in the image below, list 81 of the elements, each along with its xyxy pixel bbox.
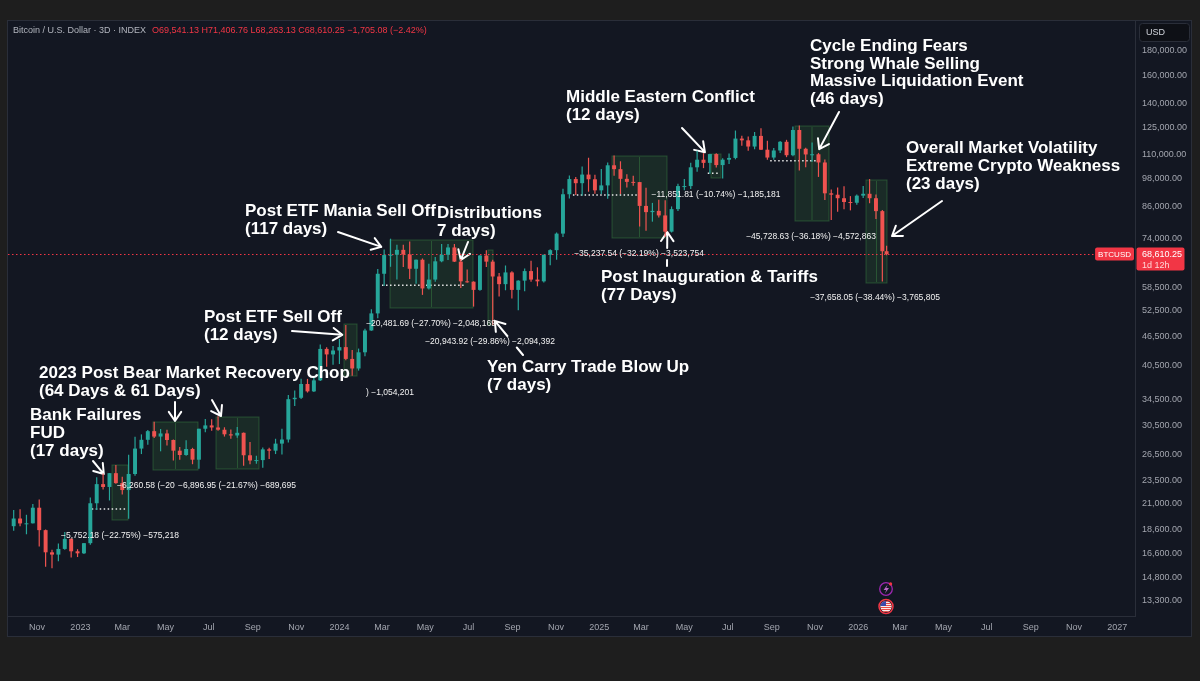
- candlestick: [50, 549, 54, 569]
- x-tick-label: 2025: [589, 621, 610, 632]
- annotation: Yen Carry Trade Blow Up (7 days): [487, 356, 690, 394]
- candlestick: [216, 416, 221, 431]
- candlestick: [727, 153, 732, 165]
- x-tick-label: Mar: [374, 621, 390, 632]
- y-tick-label: 23,500.00: [1142, 474, 1183, 485]
- x-tick-label: Mar: [633, 621, 649, 632]
- x-tick-label: Sep: [244, 621, 261, 632]
- x-tick-label: 2023: [70, 621, 91, 632]
- annotation: Post ETF Sell Off (12 days): [204, 306, 343, 344]
- candlestick: [644, 187, 648, 231]
- x-tick-label: Nov: [1065, 621, 1083, 632]
- y-tick-label: 46,500.00: [1142, 330, 1183, 341]
- candlestick: [279, 428, 284, 455]
- y-tick-label: 26,500.00: [1142, 449, 1183, 460]
- x-tick-label: Jul: [980, 621, 993, 632]
- y-tick-label: 180,000.00: [1142, 45, 1188, 55]
- candlestick: [394, 244, 399, 280]
- x-tick-label: Nov: [288, 621, 305, 632]
- candlestick: [101, 473, 106, 490]
- x-tick-label: Sep: [504, 621, 521, 632]
- text: O69,541.13 H71,406.76 L68,263.13 C68,610.25 −1,705.08 (−2.42%): [152, 25, 427, 36]
- x-tick-label: Jul: [721, 621, 734, 632]
- annotation: Middle Eastern Conflict (12 days): [566, 87, 756, 125]
- x-tick-label: 2026: [848, 621, 869, 632]
- y-tick-label: 52,500.00: [1142, 305, 1183, 316]
- y-tick-label: 58,500.00: [1142, 282, 1183, 293]
- y-tick-label: 125,000.00: [1142, 121, 1188, 132]
- y-tick-label: 14,800.00: [1142, 572, 1183, 583]
- annotation: ) −1,054,201: [366, 387, 415, 398]
- y-tick-label: 110,000.00: [1142, 148, 1187, 159]
- y-tick-label: 40,500.00: [1142, 359, 1183, 370]
- candlestick: [414, 259, 419, 284]
- y-tick-label: 86,000.00: [1142, 200, 1183, 211]
- annotation: Overall Market Volatility Extreme Crypto Weakness (23 days): [906, 137, 1121, 193]
- y-tick-label: 13,300.00: [1142, 594, 1183, 605]
- y-tick-label: 74,000.00: [1142, 232, 1183, 243]
- x-tick-label: Nov: [547, 621, 565, 632]
- y-tick-label: 18,600.00: [1142, 524, 1183, 535]
- x-tick-label: Sep: [763, 621, 780, 632]
- candlestick: [810, 142, 815, 162]
- candlestick: [842, 186, 846, 210]
- x-tick-label: May: [157, 621, 175, 632]
- candlestick: [612, 155, 617, 176]
- x-tick-label: Nov: [29, 621, 46, 632]
- y-tick-label: 140,000.00: [1142, 98, 1188, 109]
- x-tick-label: Mar: [114, 621, 131, 632]
- annotation: −6,896.95 (−21.67%) −689,695: [178, 479, 297, 490]
- candlestick: [164, 429, 169, 446]
- y-tick-label: 34,500.00: [1142, 393, 1183, 404]
- x-tick-label: 2027: [1107, 621, 1128, 632]
- annotation: Cycle Ending Fears Strong Whale Selling Massive Liquidation Event (46 days): [810, 35, 1024, 109]
- candlestick: [529, 260, 534, 282]
- y-tick-label: 98,000.00: [1142, 173, 1183, 184]
- x-tick-label: Jul: [203, 621, 215, 632]
- annotation: Distributions 7 days): [437, 202, 542, 240]
- x-tick-label: Sep: [1022, 621, 1039, 632]
- x-tick-label: May: [416, 621, 435, 632]
- annotation: −45,728.63 (−36.18%) −4,572,863: [746, 231, 877, 242]
- y-tick-label: 30,500.00: [1142, 419, 1183, 430]
- annotation: −37,658.05 (−38.44%) −3,765,805: [810, 292, 941, 303]
- y-tick-label: 21,000.00: [1142, 498, 1183, 509]
- annotation: −20,943.92 (−29.86%) −2,094,392: [425, 336, 556, 347]
- y-tick-label: 16,600.00: [1142, 548, 1183, 559]
- annotation: −35,237.54 (−32.19%) −3,523,754: [574, 248, 705, 259]
- y-tick-label: 68,610.25: [1142, 248, 1183, 259]
- y-tick-label: 160,000.00: [1142, 69, 1188, 80]
- x-tick-label: May: [934, 621, 953, 632]
- x-tick-label: May: [675, 621, 694, 632]
- x-tick-label: 2024: [329, 621, 350, 632]
- text: Bitcoin / U.S. Dollar · 3D · INDEX: [13, 25, 147, 36]
- x-tick-label: Mar: [892, 621, 908, 632]
- text: 1d 12h: [1142, 259, 1170, 270]
- ref-line-label: BTCUSD: [1098, 249, 1132, 259]
- x-tick-label: Nov: [806, 621, 824, 632]
- annotation: Post ETF Mania Sell Off (117 days): [245, 201, 437, 239]
- y-axis-title: USD: [1146, 26, 1166, 37]
- candlestick: [248, 442, 252, 465]
- annotation: Bank Failures FUD (17 days): [30, 405, 142, 460]
- x-tick-label: Jul: [462, 621, 475, 632]
